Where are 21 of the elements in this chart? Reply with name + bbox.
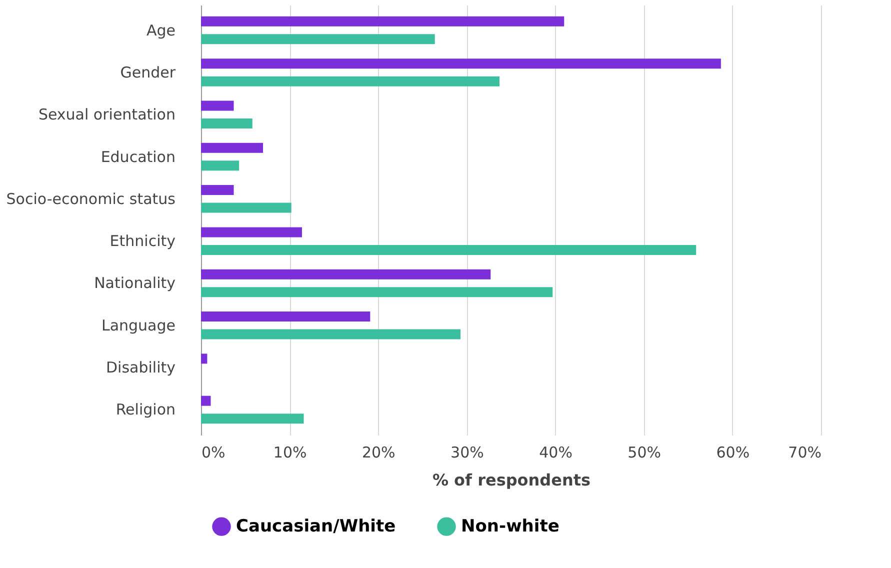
x-tick-label: 60% (716, 444, 750, 462)
x-tick-label: 50% (628, 444, 662, 462)
y-tick-label: Nationality (94, 274, 176, 292)
y-tick-label: Gender (120, 63, 176, 82)
y-tick-label: Age (146, 21, 176, 40)
x-tick-label: 10% (273, 444, 307, 462)
y-tick-label: Education (100, 148, 176, 166)
legend-label: Caucasian/White (236, 516, 396, 537)
legend-label: Non-white (461, 516, 560, 537)
y-tick-label: Religion (116, 400, 176, 419)
x-axis-title: % of respondents (432, 470, 591, 490)
y-tick-label: Disability (106, 358, 176, 377)
y-tick-label: Socio-economic status (6, 190, 176, 208)
x-tick-label: 40% (539, 444, 572, 462)
x-tick-label: 0% (202, 444, 226, 462)
x-tick-label: 70% (788, 444, 822, 462)
y-tick-label: Language (101, 316, 176, 334)
x-tick-label: 30% (450, 444, 484, 462)
x-tick-label: 20% (362, 444, 396, 462)
y-tick-label: Sexual orientation (38, 106, 176, 124)
y-tick-label: Ethnicity (110, 232, 176, 250)
